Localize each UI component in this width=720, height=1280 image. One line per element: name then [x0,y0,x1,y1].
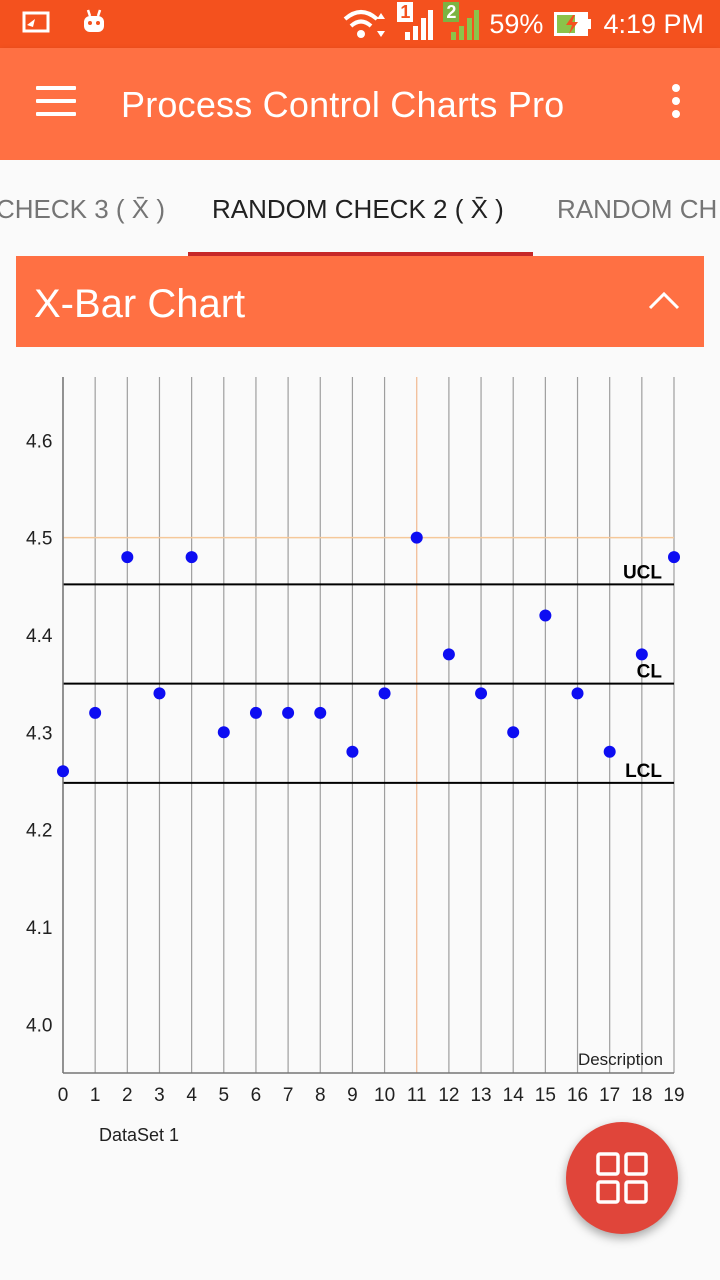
control-line-label: CL [637,662,663,683]
tab-check-3[interactable]: CHECK 3 ( X̄ ) [0,194,166,224]
y-tick-label: 4.6 [26,431,52,452]
battery-charging-icon [554,12,592,36]
sim2-signal: 2 [443,2,480,42]
x-tick-label: 7 [283,1085,294,1106]
data-point [410,531,423,544]
x-tick-label: 5 [219,1085,230,1106]
x-tick-label: 14 [503,1085,525,1106]
data-point [249,706,262,719]
sim1-label: 1 [397,2,414,22]
chart-description: Description [578,1050,663,1069]
data-point [442,648,455,661]
chart-card-header[interactable]: X-Bar Chart [16,256,704,347]
data-point [121,551,134,564]
x-tick-label: 18 [631,1085,652,1106]
hamburger-menu-icon[interactable] [36,86,76,118]
y-tick-label: 4.5 [26,529,52,550]
signal-icon [405,10,434,40]
y-tick-label: 4.2 [26,821,52,842]
data-point [346,745,359,758]
data-point [378,687,391,700]
x-tick-label: 9 [347,1085,358,1106]
grid-view-icon [596,1152,648,1204]
x-tick-label: 12 [438,1085,459,1106]
tab-indicator [188,252,533,256]
sim2-label: 2 [443,2,460,22]
data-point [635,648,648,661]
x-tick-label: 0 [58,1085,69,1106]
x-tick-label: 4 [186,1085,197,1106]
sim1-signal: 1 [397,2,434,42]
data-point [314,706,327,719]
x-tick-label: 3 [154,1085,165,1106]
x-tick-label: 17 [599,1085,620,1106]
x-tick-label: 13 [470,1085,491,1106]
control-line-label: LCL [625,761,662,782]
x-tick-label: 19 [663,1085,684,1106]
x-tick-label: 1 [90,1085,101,1106]
y-tick-label: 4.3 [26,723,52,744]
app-bar: Process Control Charts Pro [0,48,720,160]
y-tick-label: 4.0 [26,1015,52,1036]
battery-percent: 59% [489,8,544,39]
data-point [507,726,520,739]
cast-icon [22,11,50,33]
app-title: Process Control Charts Pro [121,84,565,125]
chevron-up-icon[interactable] [648,290,680,310]
card-title: X-Bar Chart [34,282,246,326]
tab-random-check[interactable]: RANDOM CH [557,194,718,224]
data-point [57,765,69,778]
wifi-icon [344,10,386,38]
legend-label: DataSet 1 [99,1125,179,1145]
x-tick-label: 2 [122,1085,133,1106]
signal-icon-2 [451,10,480,40]
grid-view-button[interactable] [566,1122,678,1234]
y-tick-label: 4.4 [26,626,53,647]
x-tick-label: 15 [535,1085,556,1106]
data-point [475,687,488,700]
more-vert-icon[interactable] [668,84,684,124]
data-point [185,551,198,564]
y-tick-label: 4.1 [26,918,52,939]
data-point [153,687,166,700]
tab-random-check-2[interactable]: RANDOM CHECK 2 ( X̄ ) [212,194,504,224]
tab-strip: CHECK 3 ( X̄ ) RANDOM CHECK 2 ( X̄ ) RAN… [0,160,720,256]
data-point [89,706,102,719]
data-point [668,551,680,564]
data-point [603,745,616,758]
x-tick-label: 6 [251,1085,262,1106]
clock: 4:19 PM [603,8,704,39]
x-tick-label: 16 [567,1085,588,1106]
data-point [282,706,295,719]
control-line-label: UCL [623,562,662,583]
x-bar-chart[interactable]: 4.04.14.24.34.44.54.60 1 2 3 4 5 6 7 8 9 10 11 12 13 1… [0,347,720,1167]
data-point [571,687,584,700]
x-tick-label: 11 [407,1085,427,1106]
x-tick-label: 8 [315,1085,326,1106]
status-bar: 1 2 59% 4:19 PM [0,0,720,48]
data-point [539,609,552,622]
data-point [217,726,230,739]
x-tick-label: 10 [374,1085,395,1106]
android-icon [84,9,104,32]
